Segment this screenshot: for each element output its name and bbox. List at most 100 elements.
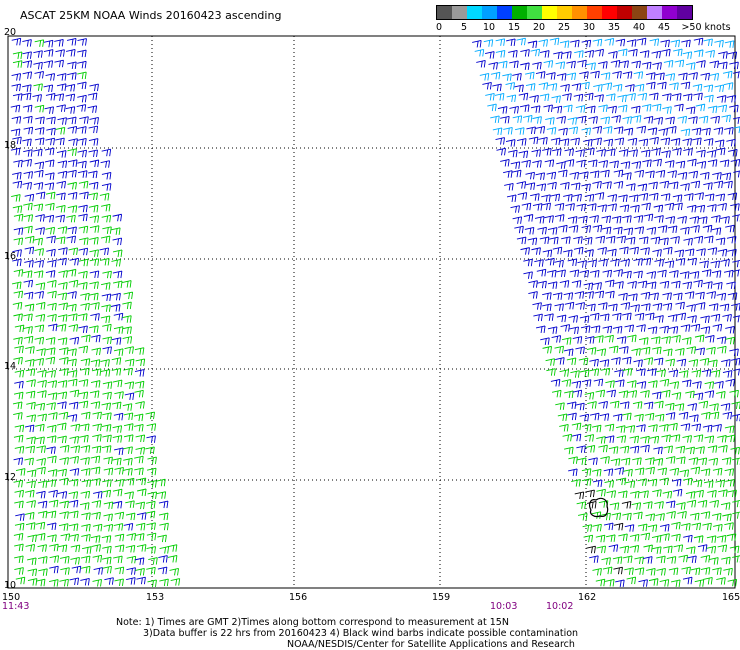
wind-barb <box>546 368 556 376</box>
wind-barb <box>592 523 602 532</box>
wind-barb <box>585 445 596 453</box>
wind-barb <box>561 379 572 387</box>
wind-barb <box>716 336 727 344</box>
wind-barb <box>147 579 157 588</box>
wind-barb <box>674 103 684 112</box>
wind-barb <box>610 258 620 267</box>
wind-barb <box>707 247 718 255</box>
wind-barb <box>602 181 612 189</box>
wind-barb <box>694 489 704 498</box>
wind-barb <box>730 446 740 455</box>
wind-barb <box>720 502 731 510</box>
wind-barb <box>77 138 87 146</box>
wind-barb <box>721 172 732 181</box>
wind-barb <box>56 180 66 189</box>
wind-barb <box>516 138 527 146</box>
wind-barb <box>729 61 739 70</box>
legend-swatch <box>482 6 497 19</box>
wind-barb <box>25 368 36 376</box>
legend-tick-label: >50 knots <box>681 22 731 33</box>
wind-barb <box>710 260 720 269</box>
wind-barb <box>504 182 514 191</box>
wind-barb <box>69 468 80 476</box>
wind-barb <box>622 215 632 223</box>
wind-barb <box>643 556 653 564</box>
wind-barb <box>667 170 677 178</box>
wind-barb <box>69 257 80 266</box>
wind-barb <box>13 457 24 465</box>
wind-barb <box>638 236 649 244</box>
wind-barb <box>101 148 112 157</box>
wind-barb <box>33 182 44 190</box>
wind-barb <box>701 369 712 377</box>
wind-barb <box>643 544 653 553</box>
wind-barb <box>102 545 112 554</box>
wind-barb <box>677 171 688 180</box>
wind-barb <box>685 446 695 455</box>
wind-barb <box>653 357 664 366</box>
wind-barb <box>642 159 652 167</box>
wind-barb <box>646 281 657 289</box>
wind-barb <box>581 468 592 476</box>
wind-barb <box>45 73 56 81</box>
wind-barb <box>570 370 580 378</box>
wind-barb <box>643 501 653 509</box>
wind-barb <box>627 380 637 388</box>
wind-barb <box>622 512 632 521</box>
wind-speed-legend: 0 5 10 15 20 25 30 35 40 45 >50 knots <box>436 5 731 34</box>
wind-barb <box>662 292 672 300</box>
wind-barb <box>58 523 69 531</box>
wind-barb <box>568 456 578 464</box>
wind-barb <box>146 435 156 443</box>
wind-barb <box>709 411 720 420</box>
wind-barb <box>79 434 89 443</box>
wind-barb <box>12 249 22 257</box>
wind-barb <box>101 535 112 543</box>
wind-barb <box>572 336 583 344</box>
wind-barb <box>13 213 24 222</box>
wind-barb <box>595 235 606 244</box>
wind-barb <box>81 512 91 520</box>
wind-barb <box>618 490 628 498</box>
wind-barb <box>652 302 663 311</box>
wind-barb <box>638 192 649 201</box>
wind-barb <box>46 402 56 410</box>
wind-barb <box>721 359 731 367</box>
wind-barb <box>114 467 124 475</box>
wind-barb <box>559 280 570 288</box>
wind-barb <box>536 183 547 191</box>
wind-barb <box>632 401 643 409</box>
wind-barb <box>67 61 77 70</box>
wind-barb <box>636 37 647 46</box>
wind-barb <box>616 477 627 486</box>
wind-barb <box>566 72 577 80</box>
wind-barb <box>704 381 715 389</box>
wind-barb <box>661 434 671 442</box>
wind-barb <box>602 82 613 90</box>
wind-barb <box>79 502 90 510</box>
wind-barb <box>712 567 722 575</box>
wind-barb <box>35 521 46 530</box>
wind-barb <box>713 282 723 290</box>
wind-barb <box>673 292 683 301</box>
lat-label-12: 12 <box>4 472 17 483</box>
wind-barb <box>631 502 642 510</box>
wind-barb <box>529 94 539 103</box>
wind-barb <box>508 49 518 58</box>
wind-barb <box>36 445 46 453</box>
wind-barb <box>37 369 47 378</box>
wind-barb <box>33 83 43 91</box>
wind-barb <box>571 422 582 431</box>
wind-barb <box>659 180 670 189</box>
wind-barb <box>100 203 111 212</box>
wind-barb <box>23 214 34 222</box>
wind-barb <box>545 257 555 266</box>
wind-barb <box>711 513 722 521</box>
wind-barb <box>727 292 738 300</box>
wind-barb <box>101 304 111 312</box>
wind-barb <box>572 193 582 202</box>
wind-barb <box>613 181 624 189</box>
wind-barb <box>24 193 35 202</box>
wind-barb <box>46 235 56 244</box>
wind-barb <box>726 281 736 290</box>
